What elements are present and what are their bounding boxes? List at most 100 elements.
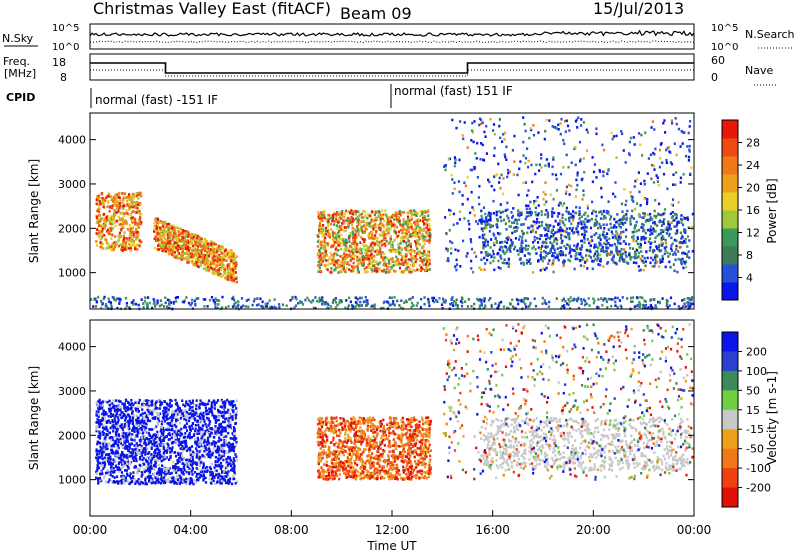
range-gate-cell	[97, 199, 100, 202]
range-gate-cell	[210, 260, 213, 264]
range-gate-cell	[356, 267, 360, 270]
range-gate-cell	[365, 266, 368, 269]
range-gate-cell	[223, 276, 227, 279]
range-gate-cell	[129, 240, 132, 244]
range-gate-cell	[470, 240, 473, 244]
range-gate-cell	[660, 243, 663, 247]
range-gate-cell	[400, 247, 403, 250]
range-gate-cell	[107, 243, 110, 247]
cpid-segment-1: normal (fast) -151 IF	[95, 93, 218, 107]
range-gate-cell	[471, 121, 474, 125]
range-gate-cell	[654, 236, 657, 240]
range-gate-cell	[386, 257, 389, 261]
range-gate-cell	[255, 303, 259, 307]
range-gate-cell	[409, 263, 412, 267]
range-gate-cell	[358, 250, 361, 253]
range-gate-cell	[682, 173, 685, 176]
range-gate-cell	[686, 218, 689, 221]
range-gate-cell	[366, 299, 369, 302]
range-gate-cell	[208, 298, 212, 302]
range-gate-cell	[102, 205, 105, 209]
range-gate-cell	[427, 254, 430, 257]
range-gate-cell	[137, 478, 140, 481]
range-gate-cell	[485, 152, 488, 155]
range-gate-cell	[406, 261, 409, 265]
range-gate-cell	[208, 242, 211, 246]
range-gate-cell	[511, 298, 514, 302]
range-gate-cell	[537, 131, 540, 134]
range-gate-cell	[322, 217, 325, 220]
range-gate-cell	[603, 242, 606, 245]
range-gate-cell	[672, 253, 675, 256]
range-gate-cell	[176, 241, 179, 244]
range-gate-cell	[176, 248, 179, 252]
range-gate-cell	[324, 301, 327, 304]
range-gate-cell	[266, 302, 269, 305]
range-gate-cell	[583, 261, 587, 264]
range-gate-cell	[489, 261, 492, 265]
range-gate-cell	[384, 209, 387, 212]
range-gate-cell	[214, 297, 217, 300]
range-gate-cell	[111, 245, 115, 249]
range-gate-cell	[320, 240, 323, 244]
range-gate-cell	[183, 244, 186, 248]
range-gate-cell	[631, 300, 634, 303]
range-gate-cell	[112, 242, 115, 245]
range-gate-cell	[385, 256, 388, 260]
range-gate-cell	[618, 218, 622, 222]
range-gate-cell	[590, 217, 593, 221]
range-gate-cell	[637, 255, 640, 258]
range-gate-cell	[321, 297, 324, 301]
range-gate-cell	[471, 206, 474, 209]
range-gate-cell	[651, 265, 654, 268]
range-gate-cell	[478, 235, 481, 239]
range-gate-cell	[417, 238, 420, 242]
range-gate-cell	[124, 296, 128, 300]
range-gate-cell	[512, 173, 515, 176]
range-gate-cell	[521, 239, 524, 243]
range-gate-cell	[111, 219, 114, 222]
range-gate-cell	[210, 240, 213, 243]
range-gate-cell	[329, 305, 333, 308]
range-gate-cell	[456, 263, 459, 266]
range-gate-cell	[548, 119, 551, 122]
range-gate-cell	[565, 230, 568, 234]
range-gate-cell	[570, 229, 573, 232]
range-gate-cell	[670, 216, 673, 219]
range-gate-cell	[318, 266, 321, 270]
range-gate-cell	[406, 219, 409, 222]
range-gate-cell	[595, 232, 598, 235]
range-gate-cell	[567, 258, 570, 262]
range-gate-cell	[169, 242, 172, 245]
range-gate-cell	[334, 260, 338, 263]
range-gate-cell	[132, 303, 135, 306]
range-gate-cell	[356, 228, 359, 232]
range-gate-cell	[520, 244, 523, 247]
range-gate-cell	[393, 303, 396, 307]
range-gate-cell	[540, 220, 544, 224]
range-gate-cell	[473, 167, 476, 171]
range-gate-cell	[674, 232, 677, 235]
range-gate-cell	[387, 227, 390, 230]
range-gate-cell	[684, 231, 687, 234]
range-gate-cell	[506, 238, 509, 241]
range-gate-cell	[185, 230, 189, 233]
range-gate-cell	[355, 243, 359, 247]
range-gate-cell	[194, 241, 197, 244]
range-gate-cell	[342, 219, 345, 222]
range-gate-cell	[598, 211, 601, 214]
range-gate-cell	[426, 239, 429, 242]
range-gate-cell	[476, 222, 480, 226]
range-gate-cell	[588, 248, 591, 252]
range-gate-cell	[412, 231, 415, 235]
range-gate-cell	[336, 303, 339, 307]
range-gate-cell	[634, 179, 637, 183]
range-gate-cell	[605, 243, 608, 246]
range-gate-cell	[132, 242, 135, 245]
range-gate-cell	[107, 419, 111, 422]
range-gate-cell	[371, 255, 374, 258]
range-gate-cell	[363, 224, 366, 227]
range-gate-cell	[120, 235, 123, 238]
range-gate-cell	[653, 255, 657, 259]
range-gate-cell	[354, 209, 357, 213]
